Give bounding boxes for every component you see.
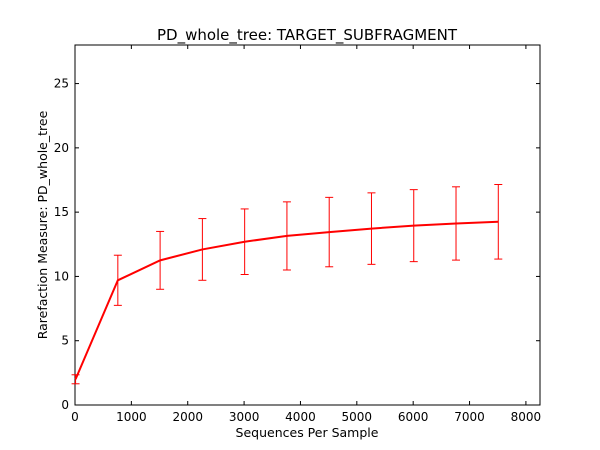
plot-frame xyxy=(74,44,541,406)
x-tick-label: 6000 xyxy=(398,410,429,424)
y-axis-label: Rarefaction Measure: PD_whole_tree xyxy=(35,110,50,339)
x-tick-label: 3000 xyxy=(229,410,260,424)
x-tick-label: 0 xyxy=(71,410,79,424)
y-tick-label: 10 xyxy=(54,269,69,283)
y-tick-label: 25 xyxy=(54,77,69,91)
x-tick-label: 7000 xyxy=(454,410,485,424)
x-tick-label: 1000 xyxy=(116,410,147,424)
y-tick-label: 0 xyxy=(61,398,69,412)
x-tick-label: 4000 xyxy=(285,410,316,424)
axis-tick-labels: 0 1000 2000 3000 4000 5000 6000 7000 8000 0 5 10 15 2… xyxy=(54,77,541,424)
chart-title: PD_whole_tree: TARGET_SUBFRAGMENT xyxy=(157,26,458,45)
y-tick-label: 20 xyxy=(54,141,69,155)
error-bars xyxy=(71,184,503,385)
x-axis-label: Sequences Per Sample xyxy=(236,425,379,440)
axis-ticks xyxy=(74,45,540,406)
y-tick-label: 15 xyxy=(54,205,69,219)
x-tick-label: 5000 xyxy=(342,410,373,424)
y-tick-label: 5 xyxy=(61,334,69,348)
series-line xyxy=(74,220,499,380)
x-tick-label: 8000 xyxy=(511,410,542,424)
x-tick-label: 2000 xyxy=(172,410,203,424)
